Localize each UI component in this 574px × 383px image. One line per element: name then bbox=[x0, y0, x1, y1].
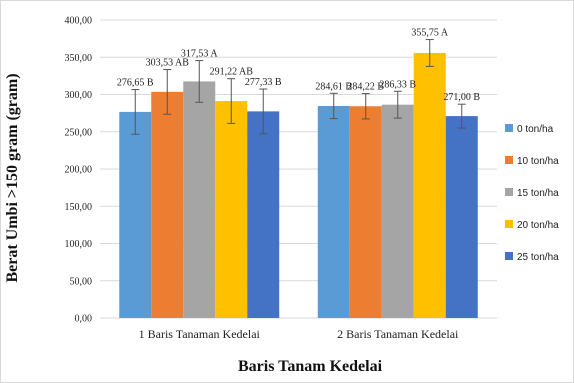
y-tick-label: 0,00 bbox=[75, 314, 93, 325]
bar bbox=[413, 52, 446, 319]
y-tick-label: 250,00 bbox=[65, 127, 93, 138]
data-label: 303,53 AB bbox=[146, 58, 190, 69]
data-label: 355,75 A bbox=[411, 28, 448, 39]
data-label: 271,00 B bbox=[443, 92, 480, 103]
bar bbox=[445, 116, 478, 318]
legend-label: 20 ton/ha bbox=[517, 220, 559, 231]
y-tick-label: 150,00 bbox=[65, 202, 93, 213]
legend-label: 15 ton/ha bbox=[517, 188, 559, 199]
bar bbox=[349, 106, 382, 318]
bar bbox=[151, 91, 184, 318]
legend-swatch bbox=[505, 188, 513, 196]
y-tick-label: 200,00 bbox=[65, 165, 93, 176]
y-tick-label: 100,00 bbox=[65, 239, 93, 250]
x-category-label: 2 Baris Tanaman Kedelai bbox=[337, 327, 459, 341]
error-bars bbox=[131, 39, 466, 135]
bar bbox=[119, 111, 152, 318]
bars bbox=[119, 52, 478, 319]
x-axis-categories: 1 Baris Tanaman Kedelai 2 Baris Tanaman K… bbox=[139, 327, 459, 341]
legend-label: 0 ton/ha bbox=[517, 124, 554, 135]
y-tick-label: 50,00 bbox=[70, 276, 93, 287]
data-label: 284,61 B bbox=[315, 81, 352, 92]
legend-label: 25 ton/ha bbox=[517, 252, 559, 263]
bar bbox=[317, 105, 350, 319]
data-label: 291,22 AB bbox=[210, 67, 254, 78]
legend: 0 ton/ha 10 ton/ha 15 ton/ha 20 ton/ha 25 to… bbox=[505, 124, 559, 263]
data-label: 317,53 A bbox=[181, 49, 218, 60]
bar bbox=[247, 111, 280, 318]
y-tick-label: 350,00 bbox=[65, 53, 93, 64]
legend-label: 10 ton/ha bbox=[517, 156, 559, 167]
legend-swatch bbox=[505, 124, 513, 132]
legend-swatch bbox=[505, 252, 513, 260]
x-axis-title: Baris Tanam Kedelai bbox=[238, 358, 383, 375]
y-axis-title: Berat Umbi >150 gram (gram) bbox=[4, 73, 21, 282]
legend-swatch bbox=[505, 156, 513, 164]
y-tick-label: 400,00 bbox=[65, 16, 93, 27]
legend-swatch bbox=[505, 220, 513, 228]
data-label: 277,33 B bbox=[245, 77, 282, 88]
bar bbox=[215, 101, 248, 318]
data-label: 286,33 B bbox=[379, 79, 416, 90]
bar bbox=[381, 104, 414, 319]
x-category-label: 1 Baris Tanaman Kedelai bbox=[139, 327, 261, 341]
data-label: 276,65 B bbox=[117, 78, 154, 89]
data-label: 284,22 B bbox=[347, 82, 384, 93]
y-axis-ticks: 0,00 50,00 100,00 150,00 200,00 250,00 300,00 3… bbox=[65, 16, 93, 325]
y-tick-label: 300,00 bbox=[65, 90, 93, 101]
bar bbox=[183, 81, 216, 318]
